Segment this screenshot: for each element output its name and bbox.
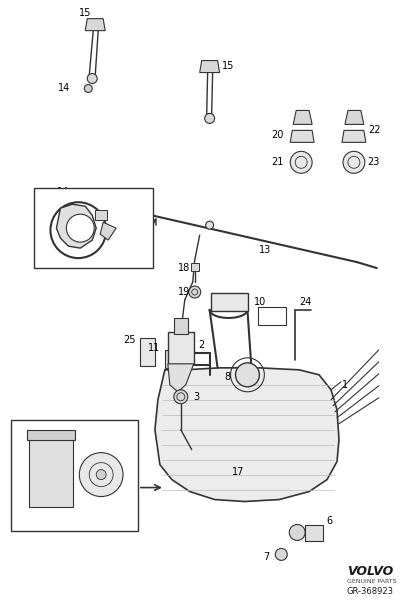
Bar	[210, 293, 248, 311]
Text: 23: 23	[367, 157, 379, 167]
Circle shape	[79, 453, 123, 496]
Polygon shape	[100, 222, 116, 240]
Circle shape	[205, 114, 215, 123]
Text: 9: 9	[263, 311, 270, 321]
Bar	[305, 525, 323, 542]
Text: 8: 8	[224, 372, 231, 382]
Bar	[27, 430, 75, 440]
Polygon shape	[155, 368, 339, 501]
Text: 25: 25	[123, 335, 136, 345]
Polygon shape	[293, 111, 312, 124]
Text: 17: 17	[231, 466, 244, 477]
Text: 5: 5	[102, 499, 109, 508]
Circle shape	[51, 202, 106, 258]
Polygon shape	[200, 61, 219, 73]
Text: 2: 2	[199, 340, 205, 350]
Text: 15: 15	[79, 8, 92, 17]
Text: 14: 14	[58, 84, 71, 94]
Text: 21: 21	[271, 157, 284, 167]
Text: 22: 22	[368, 126, 380, 135]
Text: 19: 19	[178, 287, 190, 297]
Bar	[140, 338, 155, 366]
Circle shape	[66, 214, 94, 242]
Polygon shape	[290, 130, 314, 142]
Text: 7: 7	[263, 552, 270, 563]
Text: 13: 13	[259, 245, 272, 255]
Text: VOLVO: VOLVO	[347, 565, 393, 578]
Text: 18: 18	[178, 263, 190, 273]
Circle shape	[236, 363, 259, 387]
Bar	[174, 318, 188, 334]
Circle shape	[96, 469, 106, 480]
Bar	[95, 210, 107, 220]
Text: 12: 12	[118, 188, 130, 198]
Circle shape	[189, 286, 201, 298]
Text: 4: 4	[35, 428, 42, 438]
Bar	[191, 263, 199, 271]
FancyBboxPatch shape	[259, 307, 286, 325]
Bar	[34, 188, 153, 268]
Text: 11: 11	[148, 343, 160, 353]
Text: 15: 15	[222, 61, 234, 70]
Bar	[11, 419, 138, 531]
Circle shape	[290, 151, 312, 173]
Bar	[168, 332, 194, 364]
Polygon shape	[56, 204, 96, 248]
Bar	[165, 350, 185, 368]
Circle shape	[84, 85, 92, 93]
Circle shape	[343, 151, 365, 173]
Text: 6: 6	[326, 516, 332, 526]
Circle shape	[87, 73, 97, 84]
Text: GENUINE PARTS: GENUINE PARTS	[347, 579, 397, 584]
Polygon shape	[342, 130, 366, 142]
Text: 24: 24	[299, 297, 312, 307]
Circle shape	[206, 221, 214, 229]
Polygon shape	[168, 364, 194, 392]
Text: 3: 3	[194, 392, 200, 402]
Circle shape	[67, 192, 77, 202]
Text: 10: 10	[254, 297, 267, 307]
Circle shape	[174, 390, 188, 404]
Polygon shape	[345, 111, 364, 124]
Text: 14: 14	[58, 188, 69, 197]
Polygon shape	[85, 19, 105, 31]
Circle shape	[289, 525, 305, 540]
Text: GR-368923: GR-368923	[347, 587, 394, 596]
Circle shape	[275, 549, 287, 560]
Text: 16: 16	[39, 191, 52, 201]
Text: 1: 1	[342, 380, 348, 390]
Bar	[28, 435, 73, 507]
Text: 20: 20	[271, 130, 284, 141]
